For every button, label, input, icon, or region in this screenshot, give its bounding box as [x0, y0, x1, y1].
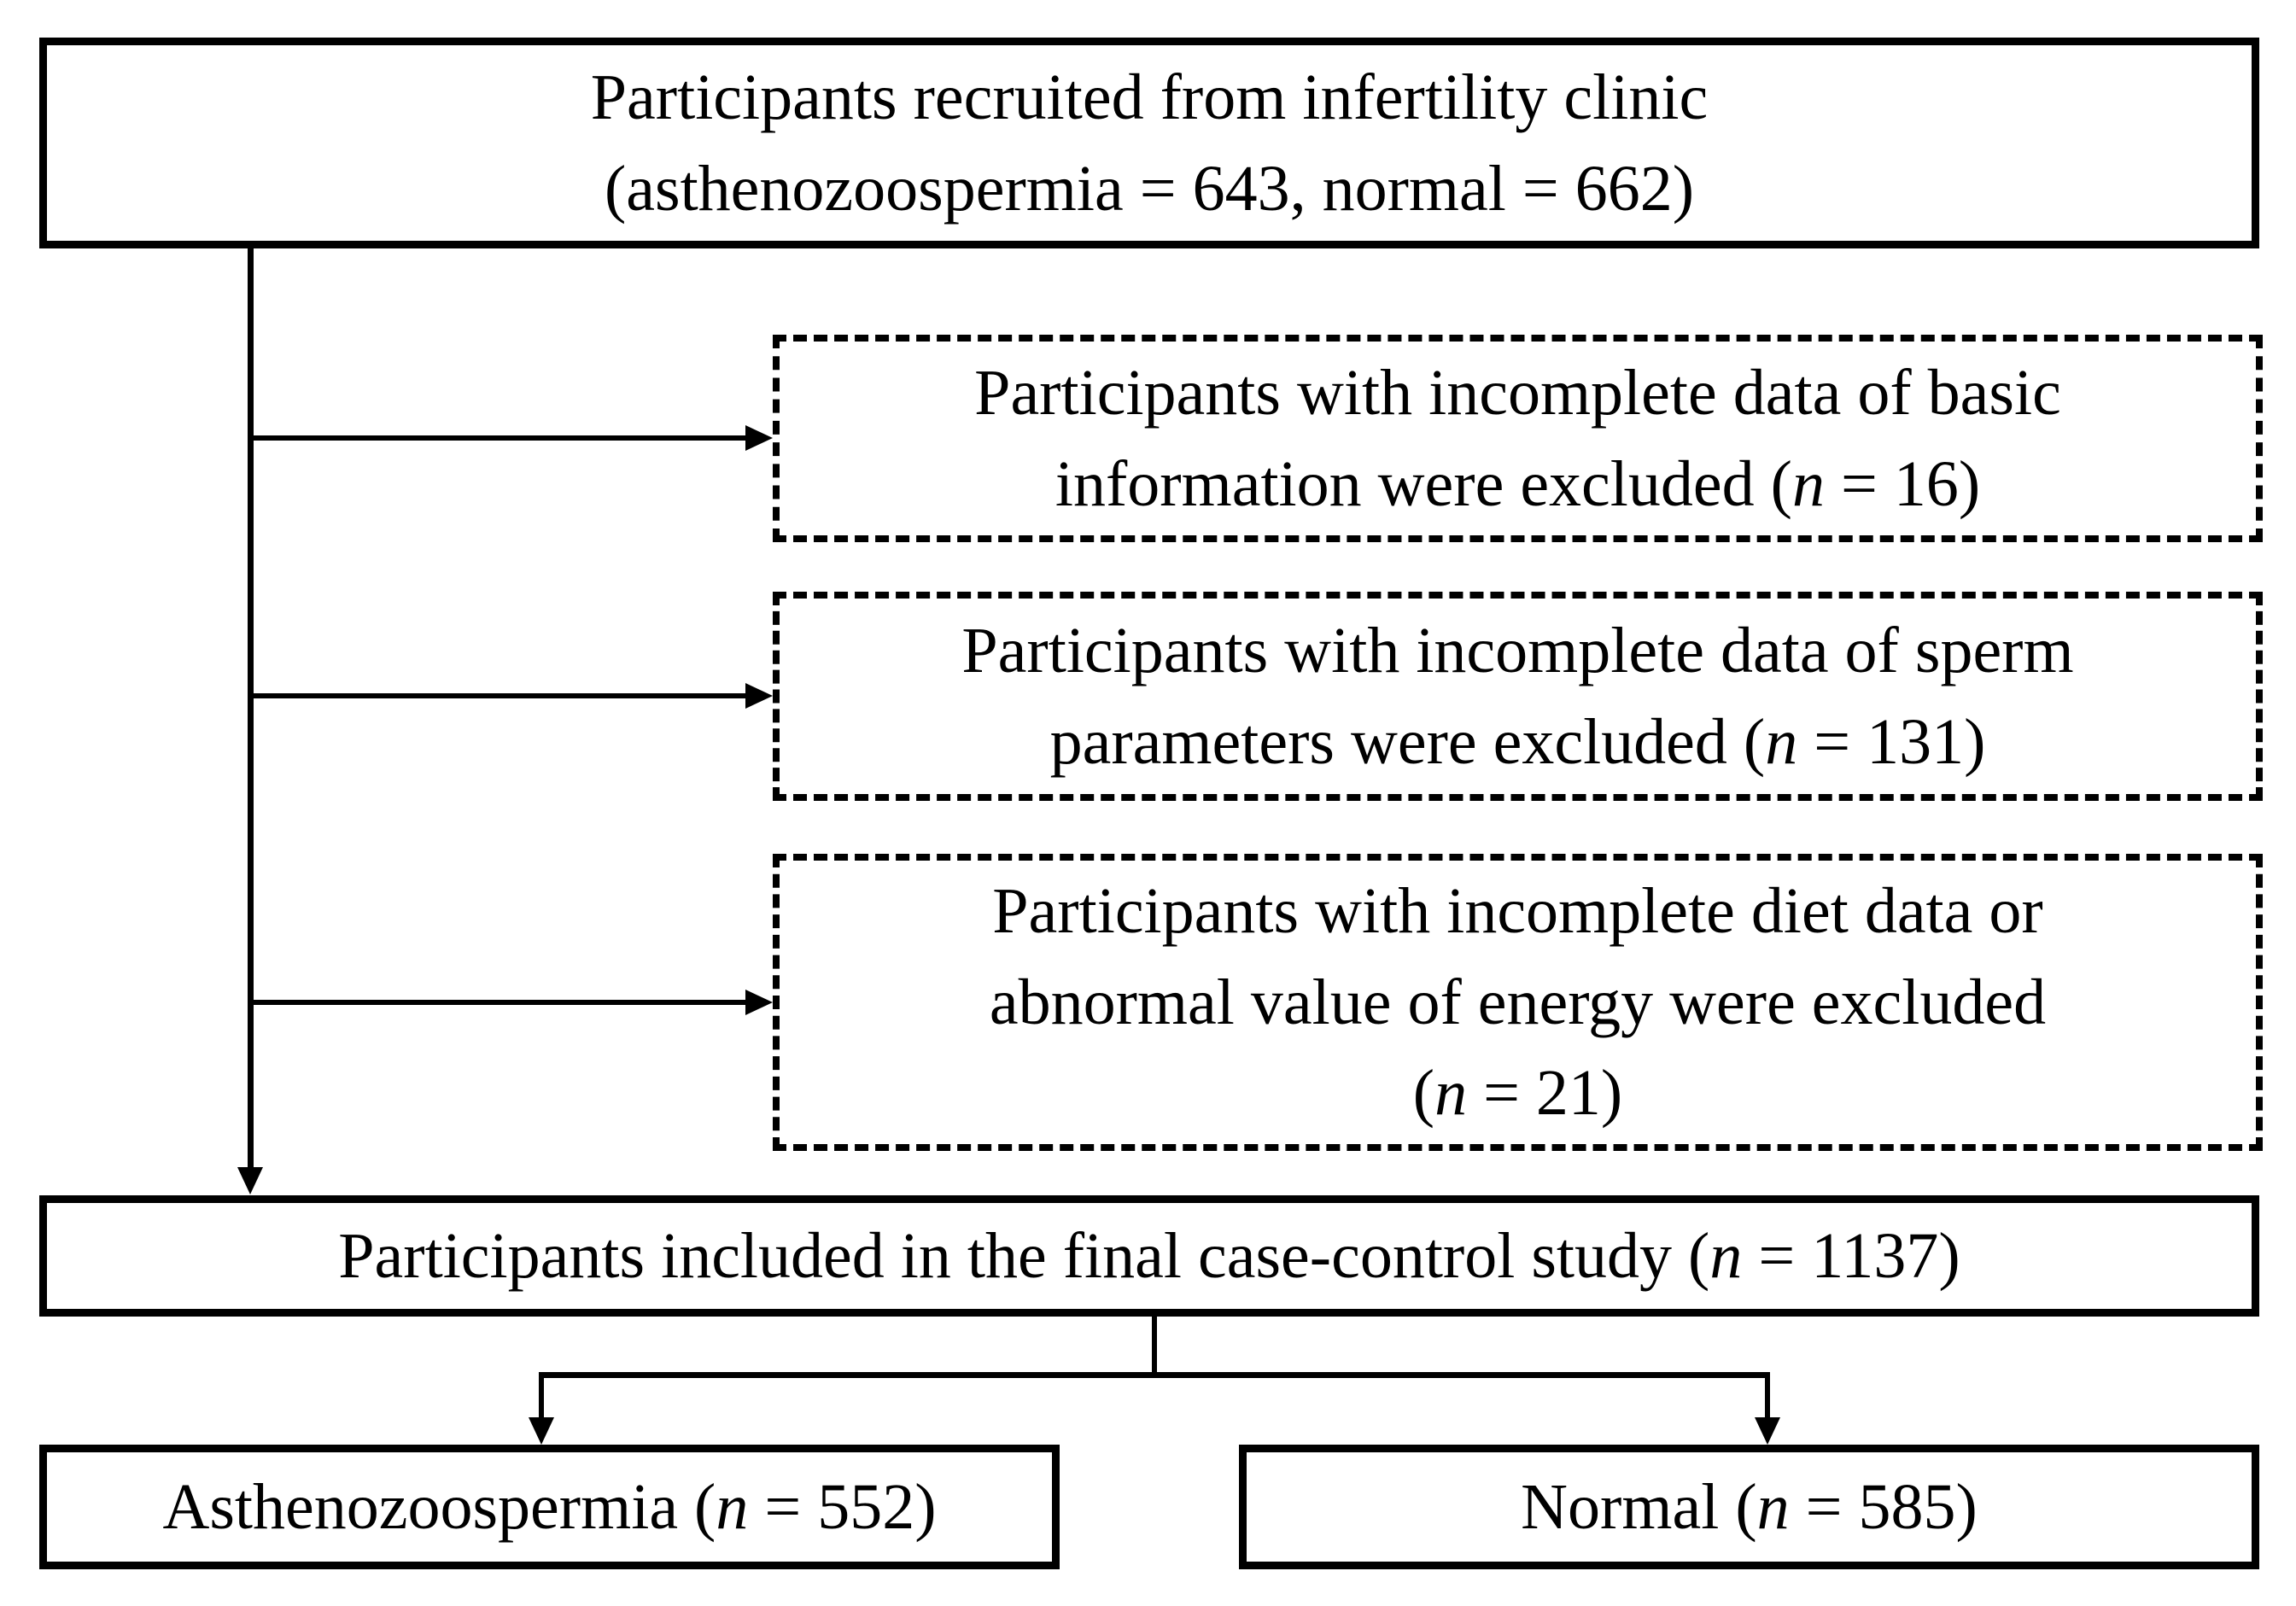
- text-segment: abnormal value of energy were excluded: [989, 966, 2047, 1038]
- text-segment: Asthenozoospermia (: [162, 1470, 716, 1543]
- text-segment: (asthenozoospermia = 643, normal = 662): [604, 152, 1695, 225]
- excluded-diet-line-2: abnormal value of energy were excluded: [990, 957, 2046, 1048]
- text-segment: = 552): [748, 1470, 937, 1543]
- arrowhead-excluded-sperm-icon: [745, 683, 773, 709]
- text-segment: Participants with incomplete diet data o…: [992, 875, 2043, 948]
- italic-n-text: n: [1756, 1470, 1790, 1543]
- arrowhead-asthenozoospermia-icon: [529, 1417, 554, 1445]
- italic-n-text: n: [716, 1470, 749, 1543]
- text-segment: information were excluded (: [1055, 447, 1792, 520]
- text-segment: Participants with incomplete data of bas…: [974, 357, 2061, 429]
- italic-n-text: n: [1791, 447, 1825, 520]
- arrowhead-excluded-basic-icon: [745, 425, 773, 451]
- excluded-basic-line-2: information were excluded (n = 16): [1055, 439, 1980, 529]
- trunk-connector-line: [248, 248, 254, 1167]
- arrow-line-excluded-diet: [250, 1000, 745, 1005]
- excluded-diet-line-3: (n = 21): [1413, 1048, 1622, 1138]
- text-segment: = 21): [1467, 1057, 1623, 1130]
- text-segment: Participants recruited from infertility …: [590, 61, 1709, 134]
- excluded-basic-info-box: Participants with incomplete data of bas…: [773, 335, 2263, 542]
- text-segment: Participants included in the final case-…: [338, 1219, 1710, 1292]
- excluded-sperm-line-1: Participants with incomplete data of spe…: [961, 605, 2073, 696]
- excluded-diet-line-1: Participants with incomplete diet data o…: [992, 866, 2042, 956]
- arrowhead-excluded-diet-icon: [745, 990, 773, 1015]
- excluded-basic-line-1: Participants with incomplete data of bas…: [974, 347, 2061, 438]
- text-segment: = 131): [1797, 705, 1986, 778]
- normal-line-1: Normal (n = 585): [1521, 1462, 1978, 1552]
- recruited-box: Participants recruited from infertility …: [39, 38, 2259, 248]
- normal-box: Normal (n = 585): [1239, 1445, 2259, 1569]
- italic-n-text: n: [1434, 1057, 1468, 1130]
- italic-n-text: n: [1709, 1219, 1743, 1292]
- arrow-line-excluded-basic: [250, 435, 745, 441]
- text-segment: Normal (: [1521, 1470, 1757, 1543]
- text-segment: parameters were excluded (: [1049, 705, 1766, 778]
- trunk-arrowhead-icon: [237, 1167, 263, 1194]
- recruited-box-line-2: (asthenozoospermia = 643, normal = 662): [605, 143, 1694, 234]
- asthenozoospermia-line-1: Asthenozoospermia (n = 552): [162, 1462, 936, 1552]
- final-study-box: Participants included in the final case-…: [39, 1195, 2259, 1317]
- final-study-line-1: Participants included in the final case-…: [338, 1211, 1960, 1301]
- text-segment: Participants with incomplete data of spe…: [961, 615, 2074, 687]
- italic-n-text: n: [1765, 705, 1798, 778]
- branch-left-drop-line: [539, 1372, 544, 1417]
- branch-stub-line: [1152, 1317, 1157, 1375]
- text-segment: = 16): [1824, 447, 1981, 520]
- text-segment: (: [1412, 1057, 1435, 1130]
- excluded-sperm-params-box: Participants with incomplete data of spe…: [773, 592, 2263, 801]
- branch-horizontal-line: [539, 1372, 1770, 1378]
- arrow-line-excluded-sperm: [250, 693, 745, 698]
- recruited-box-line-1: Participants recruited from infertility …: [591, 52, 1708, 143]
- asthenozoospermia-box: Asthenozoospermia (n = 552): [39, 1445, 1060, 1569]
- arrowhead-normal-icon: [1755, 1417, 1780, 1445]
- text-segment: = 585): [1789, 1470, 1978, 1543]
- excluded-sperm-line-2: parameters were excluded (n = 131): [1050, 697, 1986, 787]
- excluded-diet-energy-box: Participants with incomplete diet data o…: [773, 854, 2263, 1151]
- branch-right-drop-line: [1765, 1372, 1770, 1417]
- text-segment: = 1137): [1742, 1219, 1960, 1292]
